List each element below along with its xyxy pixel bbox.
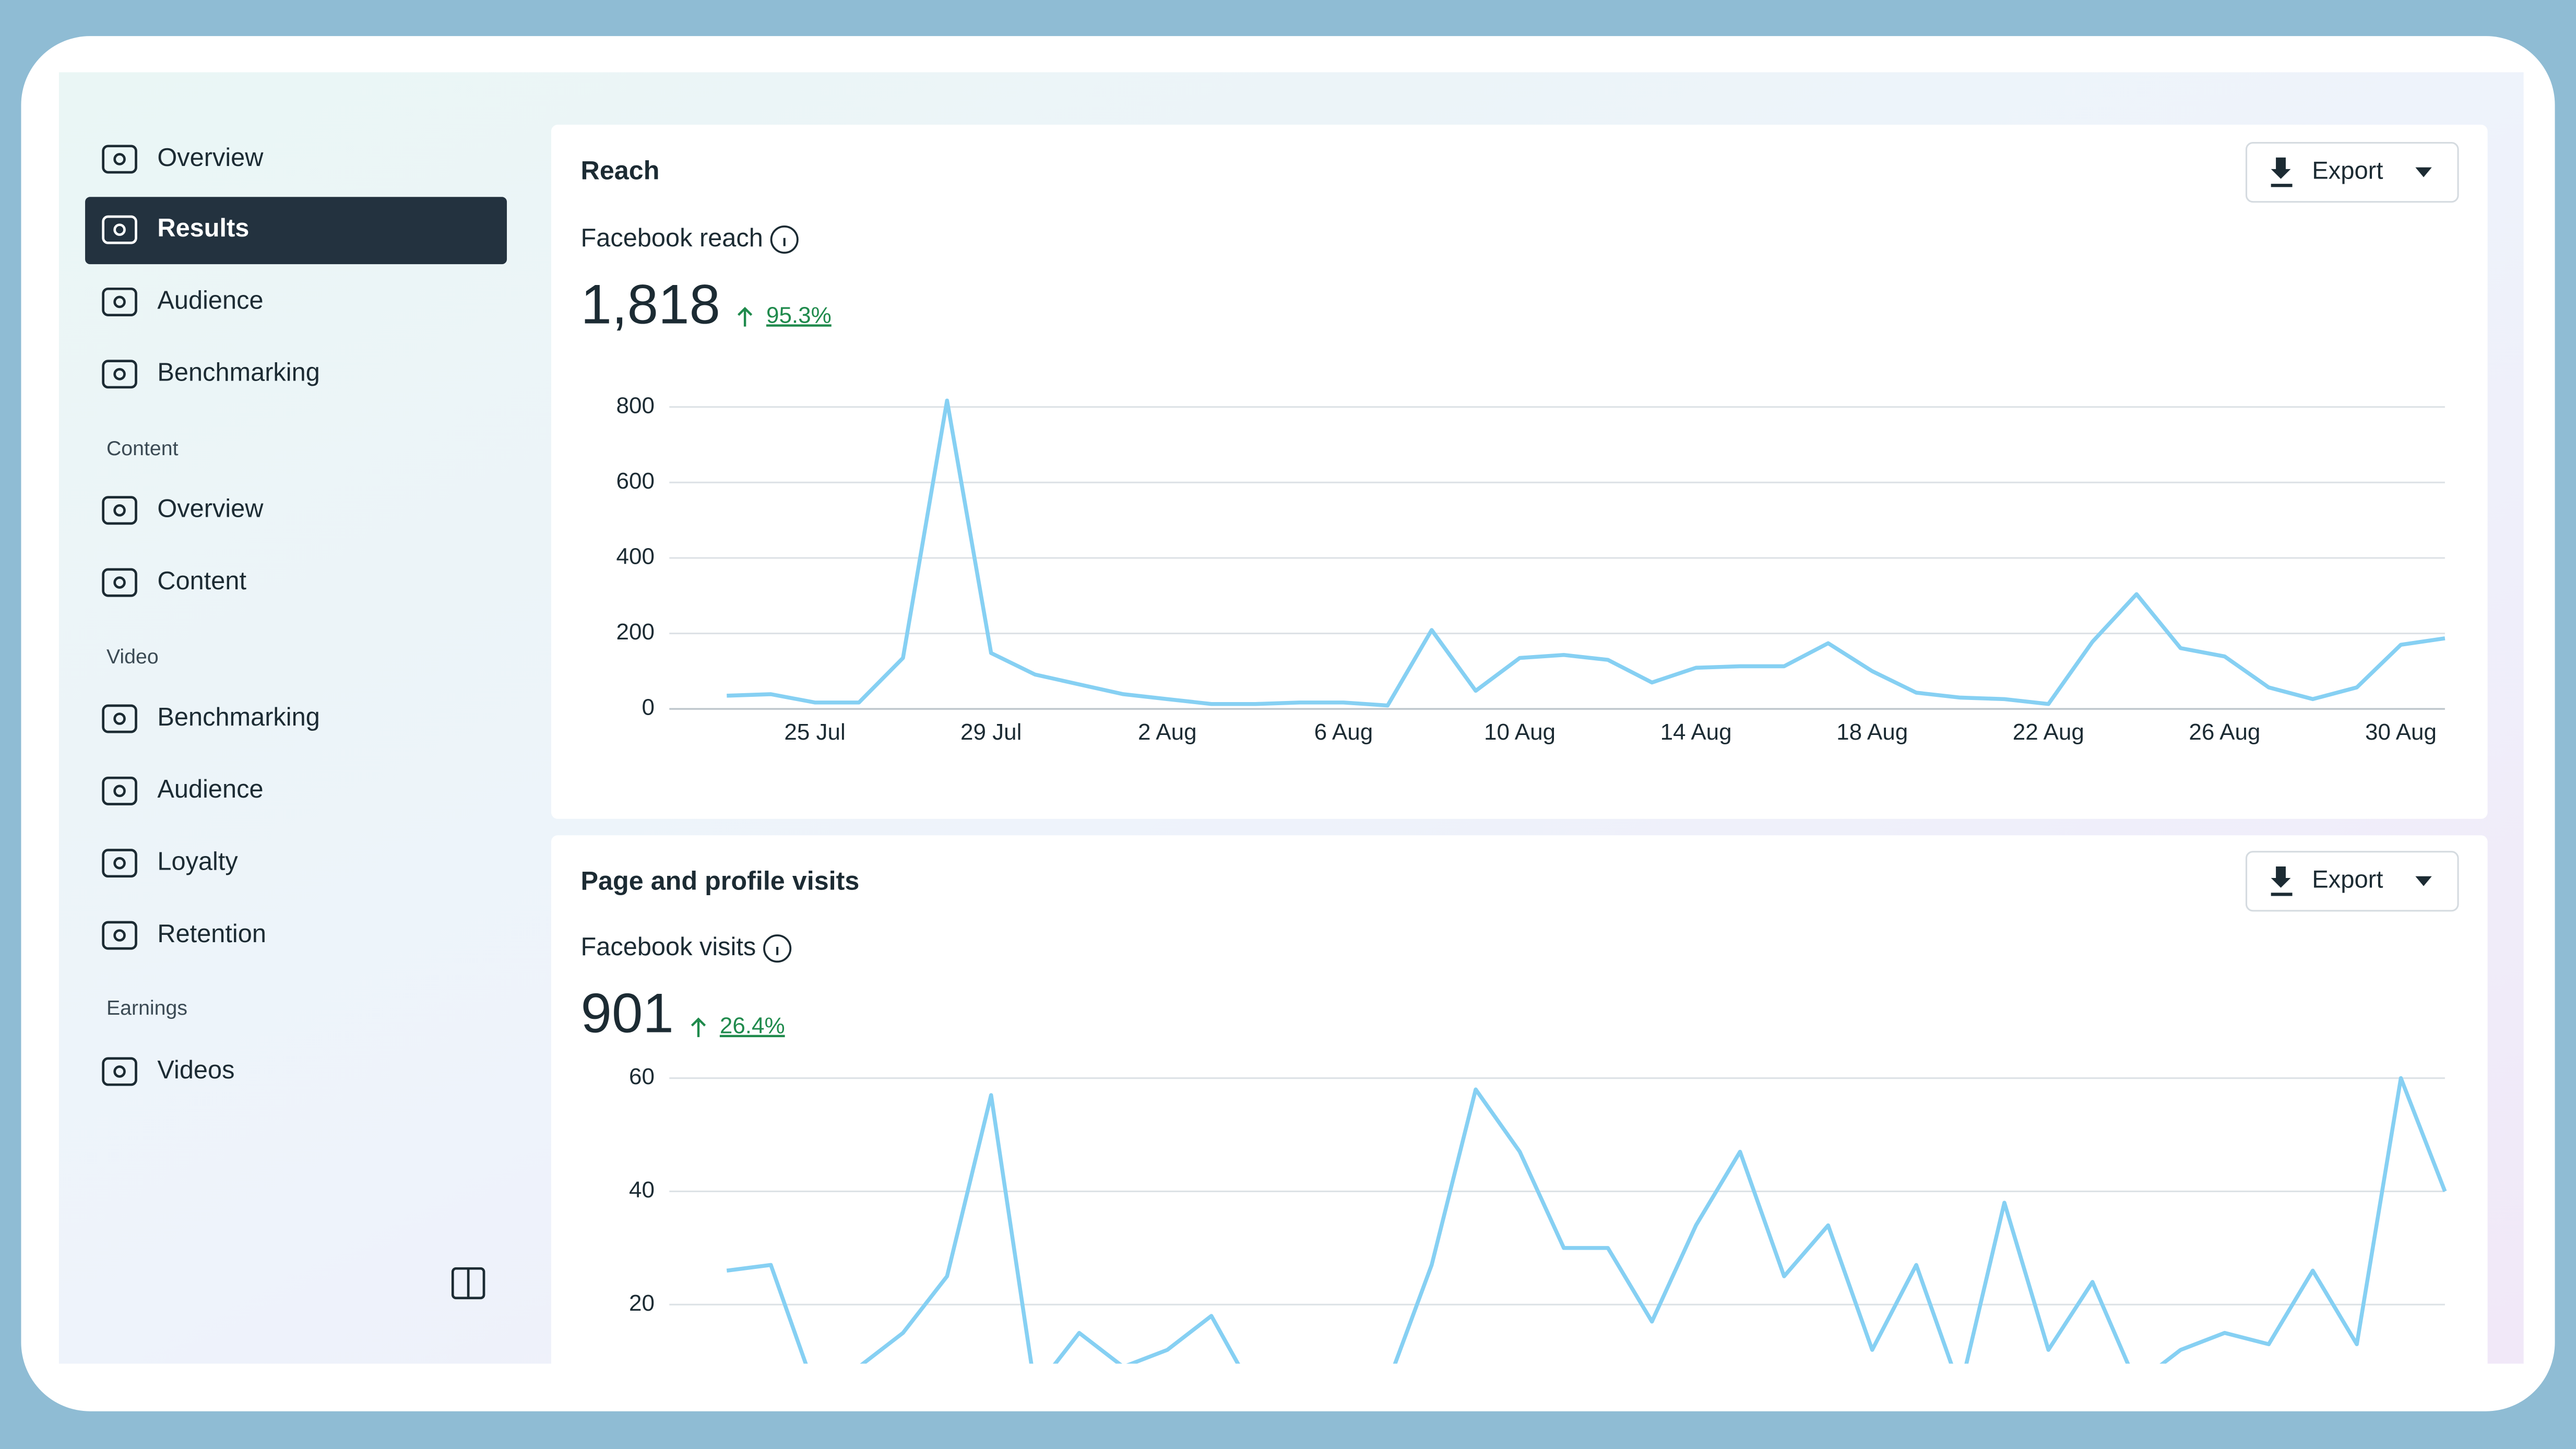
x-tick-label: 29 Jul bbox=[960, 719, 1022, 745]
icon-dot bbox=[113, 785, 126, 798]
nav-item[interactable]: Benchmarking bbox=[157, 703, 319, 731]
icon-dot bbox=[113, 857, 126, 870]
card bbox=[551, 124, 2488, 819]
icon-dot bbox=[113, 223, 126, 236]
icon-shape bbox=[102, 215, 137, 244]
y-tick-label: 60 bbox=[629, 1064, 655, 1089]
x-tick-label: 25 Jul bbox=[784, 719, 845, 745]
icon-shape bbox=[2271, 866, 2293, 896]
x-tick-label: 6 Aug bbox=[1314, 719, 1373, 745]
nav-icon bbox=[102, 704, 137, 733]
icon-shape bbox=[102, 496, 137, 525]
nav-icon bbox=[102, 496, 137, 525]
icon-dot bbox=[113, 576, 126, 589]
nav-item[interactable]: Retention bbox=[157, 920, 266, 948]
selected-item-bg bbox=[85, 197, 507, 265]
icon-shape bbox=[102, 921, 137, 950]
icon-shape bbox=[102, 568, 137, 597]
card-title: Page and profile visits bbox=[581, 866, 860, 896]
download-icon bbox=[2271, 157, 2293, 187]
x-tick-label: 10 Aug bbox=[1484, 719, 1556, 745]
nav-item[interactable]: Overview bbox=[157, 495, 264, 523]
nav-icon bbox=[102, 921, 137, 950]
metric-value: 1,818 bbox=[581, 272, 720, 335]
y-tick-label: 40 bbox=[629, 1177, 655, 1203]
y-tick-label: 0 bbox=[642, 695, 654, 720]
export-button[interactable] bbox=[2245, 141, 2459, 203]
nav-item[interactable]: Benchmarking bbox=[157, 359, 319, 387]
card bbox=[551, 835, 2488, 1364]
up-arrow bbox=[691, 1017, 706, 1037]
x-tick-label: 14 Aug bbox=[1660, 719, 1732, 745]
nav-icon bbox=[102, 215, 137, 244]
x-tick-label: 2 Aug bbox=[1138, 719, 1197, 745]
x-tick-label: 22 Aug bbox=[2013, 719, 2084, 745]
nav-item[interactable]: Videos bbox=[157, 1056, 234, 1084]
metric-change: 26.4% bbox=[720, 1013, 785, 1039]
y-tick-label: 20 bbox=[629, 1290, 655, 1316]
section-heading: Video bbox=[106, 645, 159, 668]
download-icon bbox=[2271, 866, 2293, 896]
collapse-icon bbox=[451, 1267, 485, 1300]
y-tick-label: 400 bbox=[616, 544, 655, 569]
y-tick-label: 600 bbox=[616, 468, 655, 494]
nav-item[interactable]: Results bbox=[157, 214, 249, 242]
metric-value: 901 bbox=[581, 981, 674, 1044]
icon-shape bbox=[2271, 157, 2293, 187]
icon-shape bbox=[102, 704, 137, 733]
export-button[interactable] bbox=[2245, 851, 2459, 912]
nav-item[interactable]: Loyalty bbox=[157, 848, 238, 876]
nav-item[interactable]: Overview bbox=[157, 144, 264, 172]
y-tick-label: 200 bbox=[616, 619, 655, 645]
data-line bbox=[726, 1076, 2447, 1364]
icon-shape bbox=[102, 287, 137, 316]
nav-item[interactable]: Content bbox=[157, 567, 246, 595]
icon-dot bbox=[113, 1065, 126, 1078]
info-icon bbox=[763, 934, 792, 963]
card-title: Reach bbox=[581, 155, 660, 185]
x-tick-label: 30 Aug bbox=[2365, 719, 2437, 745]
icon-dot bbox=[113, 153, 126, 165]
y-tick-label: 800 bbox=[616, 393, 655, 418]
section-heading: Content bbox=[106, 437, 179, 460]
icon-dot bbox=[113, 368, 126, 381]
caret bbox=[2415, 876, 2432, 886]
nav-icon bbox=[102, 145, 137, 174]
nav-item[interactable]: Audience bbox=[157, 286, 263, 314]
icon-shape bbox=[102, 145, 137, 174]
panel: Overview Results Audience Benchmarking Conte… bbox=[58, 72, 2524, 1364]
icon-dot bbox=[113, 712, 126, 725]
metric-label: Facebook visits bbox=[581, 933, 756, 961]
metric-change: 95.3% bbox=[766, 302, 832, 328]
x-tick-label: 26 Aug bbox=[2189, 719, 2260, 745]
icon-shape bbox=[102, 1057, 137, 1086]
info-icon bbox=[770, 225, 799, 254]
section-heading: Earnings bbox=[106, 996, 187, 1019]
nav-icon bbox=[102, 1057, 137, 1086]
nav-icon bbox=[102, 849, 137, 878]
x-tick-label: 18 Aug bbox=[1836, 719, 1908, 745]
up-arrow bbox=[737, 306, 753, 327]
icon-dot bbox=[113, 504, 126, 517]
export-label[interactable]: Export bbox=[2312, 157, 2383, 184]
data-line bbox=[727, 398, 2446, 708]
export-label[interactable]: Export bbox=[2312, 865, 2383, 893]
icon-shape bbox=[102, 360, 137, 389]
icon-shape bbox=[102, 849, 137, 878]
icon-dot bbox=[113, 295, 126, 308]
metric-label: Facebook reach bbox=[581, 224, 763, 252]
nav-item[interactable]: Audience bbox=[157, 775, 263, 803]
nav-icon bbox=[102, 360, 137, 389]
nav-icon bbox=[102, 776, 137, 805]
caret bbox=[2415, 167, 2432, 177]
icon-dot bbox=[113, 929, 126, 942]
nav-icon bbox=[102, 287, 137, 316]
nav-icon bbox=[102, 568, 137, 597]
icon-shape bbox=[102, 776, 137, 805]
